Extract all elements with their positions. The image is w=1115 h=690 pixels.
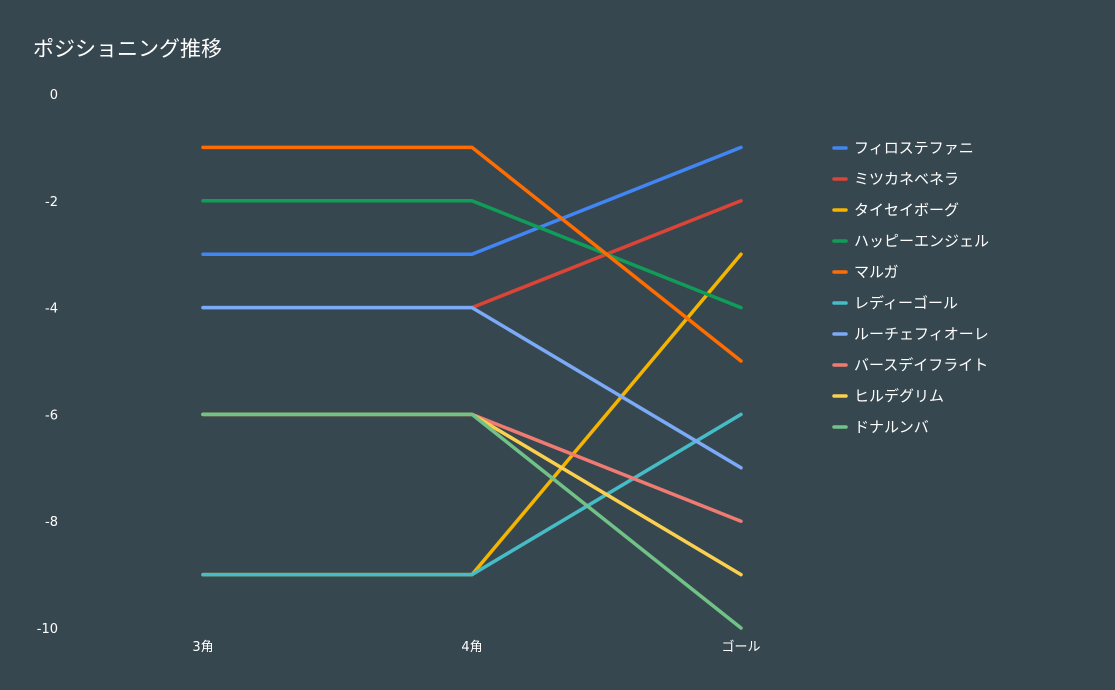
chart-title: ポジショニング推移 — [33, 37, 222, 61]
legend-label[interactable]: バースデイフライト — [854, 356, 988, 374]
series-line-9[interactable] — [201, 412, 743, 577]
legend-label[interactable]: ハッピーエンジェル — [854, 232, 989, 250]
y-tick-label: 0 — [50, 88, 58, 103]
legend-label[interactable]: ミツカネベネラ — [854, 170, 959, 188]
series-line-1[interactable] — [201, 145, 743, 256]
legend-label[interactable]: ドナルンバ — [854, 418, 929, 436]
y-axis-ticks: 0 -2 -4 -6 -8 -10 — [37, 88, 58, 637]
series-line-7[interactable] — [201, 305, 743, 470]
legend-label[interactable]: ヒルデグリム — [854, 387, 944, 405]
y-tick-label: -2 — [45, 195, 58, 210]
series-line-10[interactable] — [201, 412, 743, 630]
legend: フィロステファニミツカネベネラタイセイボーグハッピーエンジェルマルガレディーゴー… — [832, 139, 989, 436]
series-lines — [201, 145, 743, 630]
series-line-6[interactable] — [201, 412, 743, 577]
series-line-5[interactable] — [201, 145, 743, 363]
x-tick-label: 4角 — [461, 640, 482, 655]
y-tick-label: -8 — [45, 515, 58, 530]
legend-label[interactable]: タイセイボーグ — [854, 201, 959, 219]
x-tick-label: ゴール — [721, 639, 760, 655]
series-line-8[interactable] — [201, 412, 743, 523]
legend-label[interactable]: フィロステファニ — [854, 139, 974, 157]
y-tick-label: -6 — [45, 408, 58, 423]
x-axis-ticks: 3角 4角 ゴール — [192, 639, 760, 655]
legend-label[interactable]: マルガ — [854, 263, 899, 281]
y-tick-label: -10 — [37, 622, 58, 637]
legend-label[interactable]: ルーチェフィオーレ — [854, 325, 989, 343]
series-line-4[interactable] — [201, 199, 743, 310]
legend-label[interactable]: レディーゴール — [854, 294, 958, 312]
y-tick-label: -4 — [45, 302, 58, 317]
x-tick-label: 3角 — [192, 640, 213, 655]
